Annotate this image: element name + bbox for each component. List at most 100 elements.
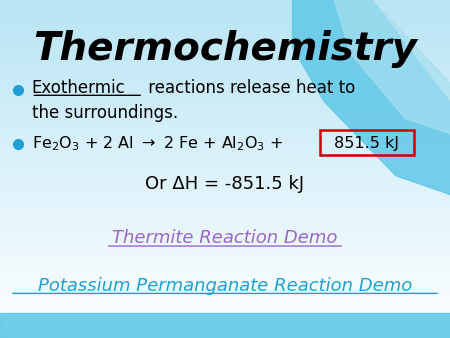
Bar [0, 211, 450, 213]
Bar [0, 287, 450, 289]
Bar [0, 284, 450, 286]
Bar [0, 292, 450, 294]
Text: Thermite Reaction Demo: Thermite Reaction Demo [112, 229, 338, 247]
Bar [0, 105, 450, 106]
Bar [0, 145, 450, 147]
Bar [0, 132, 450, 134]
Bar [0, 52, 450, 54]
Bar [0, 279, 450, 281]
Text: the surroundings.: the surroundings. [32, 104, 178, 122]
Text: Thermochemistry: Thermochemistry [33, 30, 417, 68]
Bar [0, 34, 450, 35]
Bar [0, 171, 450, 172]
Bar [0, 326, 450, 328]
Bar [0, 68, 450, 69]
Bar [0, 155, 450, 157]
Bar [0, 282, 450, 284]
Bar [0, 69, 450, 71]
Bar [0, 118, 450, 120]
Bar [0, 15, 450, 17]
Bar [0, 225, 450, 226]
Text: Fe$_2$O$_3$ + 2 Al $\rightarrow$ 2 Fe + Al$_2$O$_3$ +: Fe$_2$O$_3$ + 2 Al $\rightarrow$ 2 Fe + … [32, 134, 283, 153]
Bar [0, 154, 450, 155]
Bar [0, 257, 450, 259]
Bar [0, 42, 450, 44]
Bar [0, 76, 450, 78]
Bar [0, 216, 450, 218]
Bar [0, 218, 450, 220]
Bar [0, 316, 450, 318]
Bar [0, 243, 450, 245]
Bar [0, 174, 450, 176]
Bar [0, 144, 450, 145]
Bar [0, 203, 450, 204]
Bar [0, 179, 450, 181]
Bar [0, 41, 450, 42]
Bar [0, 198, 450, 199]
Bar [0, 10, 450, 12]
Bar [0, 150, 450, 152]
Bar [0, 328, 450, 330]
Bar [0, 237, 450, 238]
Bar [0, 74, 450, 76]
Bar [0, 8, 450, 10]
Bar [0, 83, 450, 84]
Bar [0, 269, 450, 270]
Bar [0, 5, 450, 7]
Bar [0, 188, 450, 189]
Bar [0, 157, 450, 159]
Bar [0, 336, 450, 338]
Bar [0, 86, 450, 88]
Bar [0, 149, 450, 150]
Bar [0, 299, 450, 301]
Bar [0, 152, 450, 154]
Bar [0, 306, 450, 308]
Bar [0, 57, 450, 59]
Bar [0, 98, 450, 100]
Bar [0, 12, 450, 14]
Bar [0, 262, 450, 264]
Bar [0, 39, 450, 41]
Bar [0, 196, 450, 198]
Bar [0, 142, 450, 144]
Bar [0, 63, 450, 64]
Bar [0, 289, 450, 291]
Bar [0, 177, 450, 179]
Bar [0, 20, 450, 22]
Bar [0, 139, 450, 140]
Bar [0, 112, 450, 113]
Bar [0, 274, 450, 275]
Bar [0, 90, 450, 91]
Bar [0, 314, 450, 316]
Bar [0, 264, 450, 265]
Bar [0, 235, 450, 237]
Bar [0, 254, 450, 255]
Bar [0, 301, 450, 303]
Bar [0, 230, 450, 232]
Bar [0, 208, 450, 210]
Bar [0, 44, 450, 46]
Bar [0, 54, 450, 56]
Text: Exothermic: Exothermic [32, 79, 125, 97]
Bar [0, 79, 450, 81]
Bar [0, 176, 450, 177]
Bar [0, 199, 450, 201]
Bar [0, 164, 450, 166]
Bar [0, 61, 450, 63]
Bar [0, 333, 450, 335]
Bar [0, 166, 450, 167]
Bar [0, 291, 450, 292]
Bar [0, 37, 450, 39]
Bar [0, 140, 450, 142]
Bar [0, 193, 450, 194]
Bar [0, 73, 450, 74]
Bar [0, 297, 450, 299]
Text: reactions release heat to: reactions release heat to [143, 79, 356, 97]
Bar [0, 2, 450, 3]
Bar [0, 3, 450, 5]
Bar [0, 113, 450, 115]
Bar [0, 134, 450, 135]
Bar [0, 123, 450, 125]
Bar [0, 223, 450, 225]
Bar [0, 120, 450, 122]
